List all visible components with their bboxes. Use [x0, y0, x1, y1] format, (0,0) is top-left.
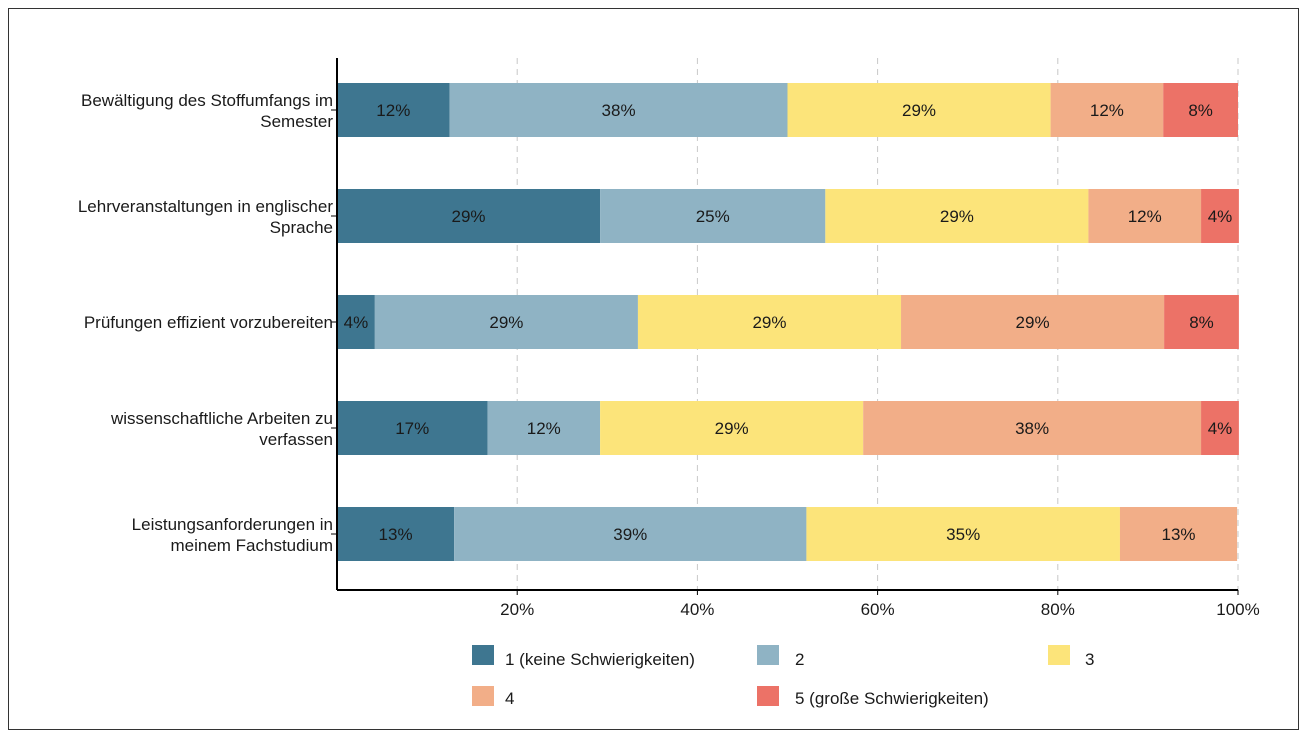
data-label-cat2-series4: 12% — [1128, 207, 1162, 226]
data-label-cat1-series4: 12% — [1090, 101, 1124, 120]
category-label-5-line-2: meinem Fachstudium — [170, 536, 333, 555]
data-label-cat3-series3: 29% — [752, 313, 786, 332]
data-label-cat4-series1: 17% — [395, 419, 429, 438]
legend-swatch-3 — [1048, 645, 1070, 665]
bar-segment-cat3-series5 — [1164, 295, 1239, 349]
x-tick-label-20: 20% — [500, 600, 534, 619]
bar-segment-cat3-series4 — [901, 295, 1165, 349]
legend-label-4: 4 — [505, 689, 514, 708]
bar-segment-cat5-series4 — [1119, 507, 1238, 561]
bar-segment-cat1-series4 — [1050, 83, 1164, 137]
data-label-cat3-series2: 29% — [489, 313, 523, 332]
data-label-cat4-series3: 29% — [715, 419, 749, 438]
bar-segment-cat2-series5 — [1201, 189, 1239, 243]
category-label-3-line-1: Prüfungen effizient vorzubereiten — [84, 313, 333, 332]
bar-segment-cat2-series1 — [337, 189, 601, 243]
category-label-2-line-2: Sprache — [270, 218, 333, 237]
bar-segment-cat1-series1 — [337, 83, 450, 137]
data-label-cat1-series5: 8% — [1188, 101, 1213, 120]
bar-segment-cat2-series2 — [600, 189, 826, 243]
bar-segment-cat4-series1 — [337, 401, 488, 455]
bar-segment-cat1-series3 — [787, 83, 1051, 137]
x-tick-label-100: 100% — [1216, 600, 1259, 619]
bar-segment-cat1-series5 — [1163, 83, 1238, 137]
x-tick-label-60: 60% — [861, 600, 895, 619]
bar-segment-cat3-series2 — [374, 295, 638, 349]
legend-swatch-2 — [757, 645, 779, 665]
bar-segment-cat5-series1 — [337, 507, 455, 561]
bar-segment-cat4-series4 — [863, 401, 1202, 455]
bar-segment-cat2-series3 — [825, 189, 1089, 243]
data-label-cat5-series4: 13% — [1162, 525, 1196, 544]
data-label-cat1-series2: 38% — [602, 101, 636, 120]
bar-segment-cat4-series5 — [1201, 401, 1239, 455]
category-label-4-line-2: verfassen — [259, 430, 333, 449]
data-label-cat4-series5: 4% — [1208, 419, 1233, 438]
legend-swatch-5 — [757, 686, 779, 706]
category-label-4-line-1: wissenschaftliche Arbeiten zu — [110, 409, 333, 428]
bar-segment-cat4-series3 — [600, 401, 864, 455]
category-label-1-line-2: Semester — [260, 112, 333, 131]
x-tick-label-80: 80% — [1041, 600, 1075, 619]
bar-segment-cat5-series2 — [454, 507, 807, 561]
data-label-cat1-series3: 29% — [902, 101, 936, 120]
data-label-cat4-series2: 12% — [527, 419, 561, 438]
data-label-cat5-series1: 13% — [379, 525, 413, 544]
legend-swatch-4 — [472, 686, 494, 706]
legend-label-5: 5 (große Schwierigkeiten) — [795, 689, 989, 708]
data-label-cat3-series4: 29% — [1016, 313, 1050, 332]
data-label-cat3-series5: 8% — [1189, 313, 1214, 332]
legend-label-2: 2 — [795, 650, 804, 669]
legend-label-1: 1 (keine Schwierigkeiten) — [505, 650, 695, 669]
data-label-cat3-series1: 4% — [344, 313, 369, 332]
bar-segment-cat3-series3 — [637, 295, 902, 349]
bar-segment-cat1-series2 — [449, 83, 788, 137]
data-label-cat5-series3: 35% — [946, 525, 980, 544]
data-label-cat2-series5: 4% — [1208, 207, 1233, 226]
data-label-cat2-series2: 25% — [696, 207, 730, 226]
legend-swatch-1 — [472, 645, 494, 665]
data-label-cat1-series1: 12% — [376, 101, 410, 120]
data-label-cat4-series4: 38% — [1015, 419, 1049, 438]
legend-label-3: 3 — [1085, 650, 1094, 669]
data-label-cat2-series3: 29% — [940, 207, 974, 226]
category-label-1-line-1: Bewältigung des Stoffumfangs im — [81, 91, 333, 110]
data-label-cat5-series2: 39% — [613, 525, 647, 544]
bar-segment-cat3-series1 — [337, 295, 375, 349]
bar-segment-cat5-series3 — [806, 507, 1120, 561]
bar-segment-cat4-series2 — [487, 401, 601, 455]
bar-segment-cat2-series4 — [1088, 189, 1202, 243]
x-tick-label-40: 40% — [680, 600, 714, 619]
category-label-5-line-1: Leistungsanforderungen in — [132, 515, 333, 534]
data-label-cat2-series1: 29% — [452, 207, 486, 226]
category-label-2-line-1: Lehrveranstaltungen in englischer — [78, 197, 334, 216]
